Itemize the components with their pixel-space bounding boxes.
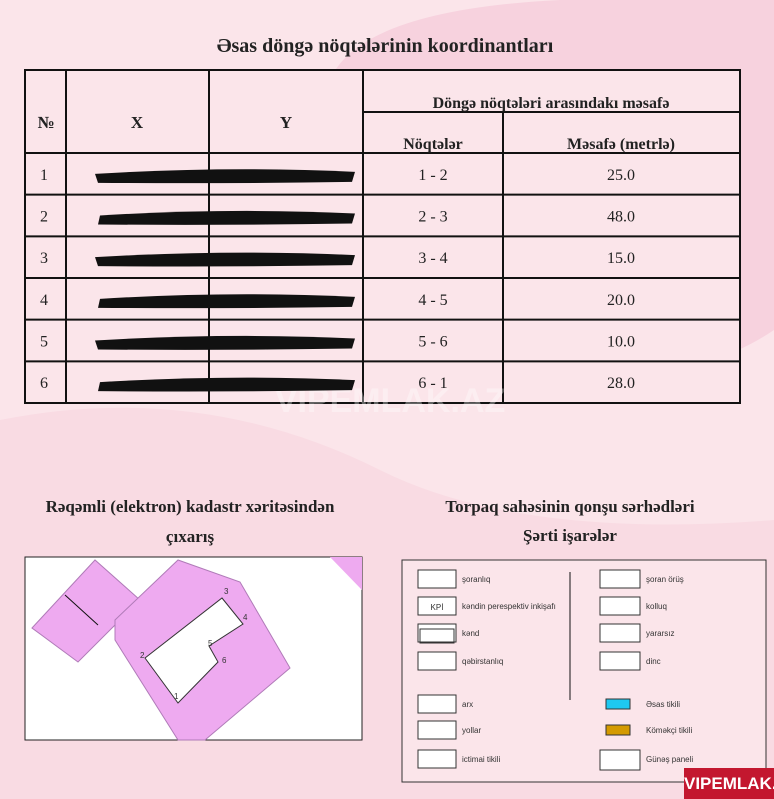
legend-label: arx xyxy=(462,700,473,709)
redaction xyxy=(95,169,355,184)
icon xyxy=(599,651,641,671)
header: Məsafə (metrlə) xyxy=(567,136,675,153)
legend-label: qəbirstanlıq xyxy=(462,657,503,666)
cell: 1 xyxy=(40,167,48,184)
point-label: 3 xyxy=(224,587,229,596)
legend-label: yollar xyxy=(462,726,481,735)
cell: 10.0 xyxy=(607,334,635,351)
cell: 2 - 3 xyxy=(418,209,447,226)
point-label: 6 xyxy=(222,656,227,665)
icon xyxy=(605,724,631,736)
cell: 48.0 xyxy=(607,209,635,226)
icon xyxy=(599,749,641,771)
legend-label: Köməkçi tikili xyxy=(646,726,692,735)
section-title: Rəqəmli (elektron) kadastr xəritəsindən xyxy=(46,497,335,516)
cell: 25.0 xyxy=(607,167,635,184)
legend-label: yararsız xyxy=(646,629,674,638)
redaction xyxy=(95,335,355,350)
icon xyxy=(605,698,631,710)
icon xyxy=(417,749,457,769)
redaction xyxy=(95,252,355,267)
legend-box xyxy=(401,559,767,783)
legend-label: dinc xyxy=(646,657,661,666)
legend-label: kolluq xyxy=(646,602,667,611)
redaction xyxy=(98,210,355,225)
cell: 28.0 xyxy=(607,375,635,392)
legend-label: ictimai tikili xyxy=(462,755,500,764)
cell: 2 xyxy=(40,209,48,226)
cell: 4 - 5 xyxy=(418,292,447,309)
legend-label: Əsas tikili xyxy=(646,700,680,709)
cell: 3 - 4 xyxy=(418,250,447,267)
header: № xyxy=(37,113,54,132)
point-label: 2 xyxy=(140,651,145,660)
legend-label: kənd xyxy=(462,629,479,638)
map xyxy=(24,556,363,741)
section-title: Torpaq sahəsinin qonşu sərhədləri xyxy=(445,497,695,516)
cell: 1 - 2 xyxy=(418,167,447,184)
icon xyxy=(599,596,641,616)
icon xyxy=(417,694,457,714)
icon xyxy=(599,569,641,589)
cell: 15.0 xyxy=(607,250,635,267)
section-title: çıxarış xyxy=(166,527,215,546)
legend-label: Günəş paneli xyxy=(646,755,693,764)
icon xyxy=(417,596,457,616)
cell: 20.0 xyxy=(607,292,635,309)
icon-text: KPİ xyxy=(431,603,444,612)
point-label: 4 xyxy=(243,613,248,622)
point-label: 1 xyxy=(174,692,179,701)
header: Y xyxy=(280,113,292,132)
cell: 4 xyxy=(40,292,48,309)
legend-label: kəndin perespektiv inkişafı xyxy=(462,602,556,611)
icon xyxy=(417,569,457,589)
point-label: 5 xyxy=(208,639,213,648)
title: Əsas döngə nöqtələrinin koordinantları xyxy=(217,35,554,57)
cell: 5 xyxy=(40,334,48,351)
cell: 6 xyxy=(40,375,48,392)
icon xyxy=(419,628,455,644)
header: X xyxy=(131,113,144,132)
redaction xyxy=(98,294,355,309)
icon xyxy=(417,623,457,643)
legend-label: şoran örüş xyxy=(646,575,684,584)
section-title: Şərti işarələr xyxy=(523,526,617,545)
cell: 3 xyxy=(40,250,48,267)
cell: 6 - 1 xyxy=(418,375,447,392)
legend-label: şoranlıq xyxy=(462,575,490,584)
watermark-badge: VIPEMLAK.AZ xyxy=(684,768,774,799)
redaction xyxy=(98,377,355,392)
icon xyxy=(599,623,641,643)
cell: 5 - 6 xyxy=(418,334,447,351)
icon xyxy=(417,651,457,671)
header: Nöqtələr xyxy=(403,136,463,153)
icon xyxy=(417,720,457,740)
header: Döngə nöqtələri arasındakı məsafə xyxy=(433,95,670,112)
